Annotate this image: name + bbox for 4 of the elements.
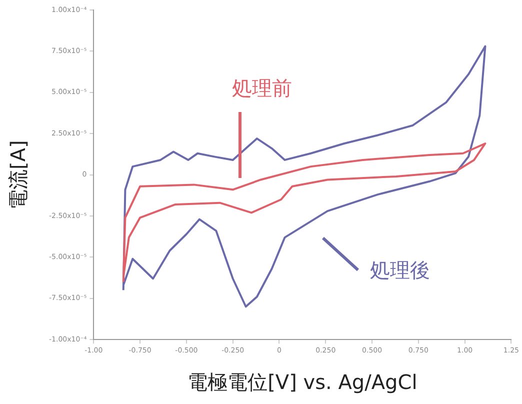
y-axis-title: 電流[A] (6, 140, 30, 210)
text: 処理前 (232, 76, 292, 100)
text: 処理後 (370, 258, 430, 282)
x-axis-title: 電極電位[V] vs. Ag/AgCl (188, 370, 418, 394)
